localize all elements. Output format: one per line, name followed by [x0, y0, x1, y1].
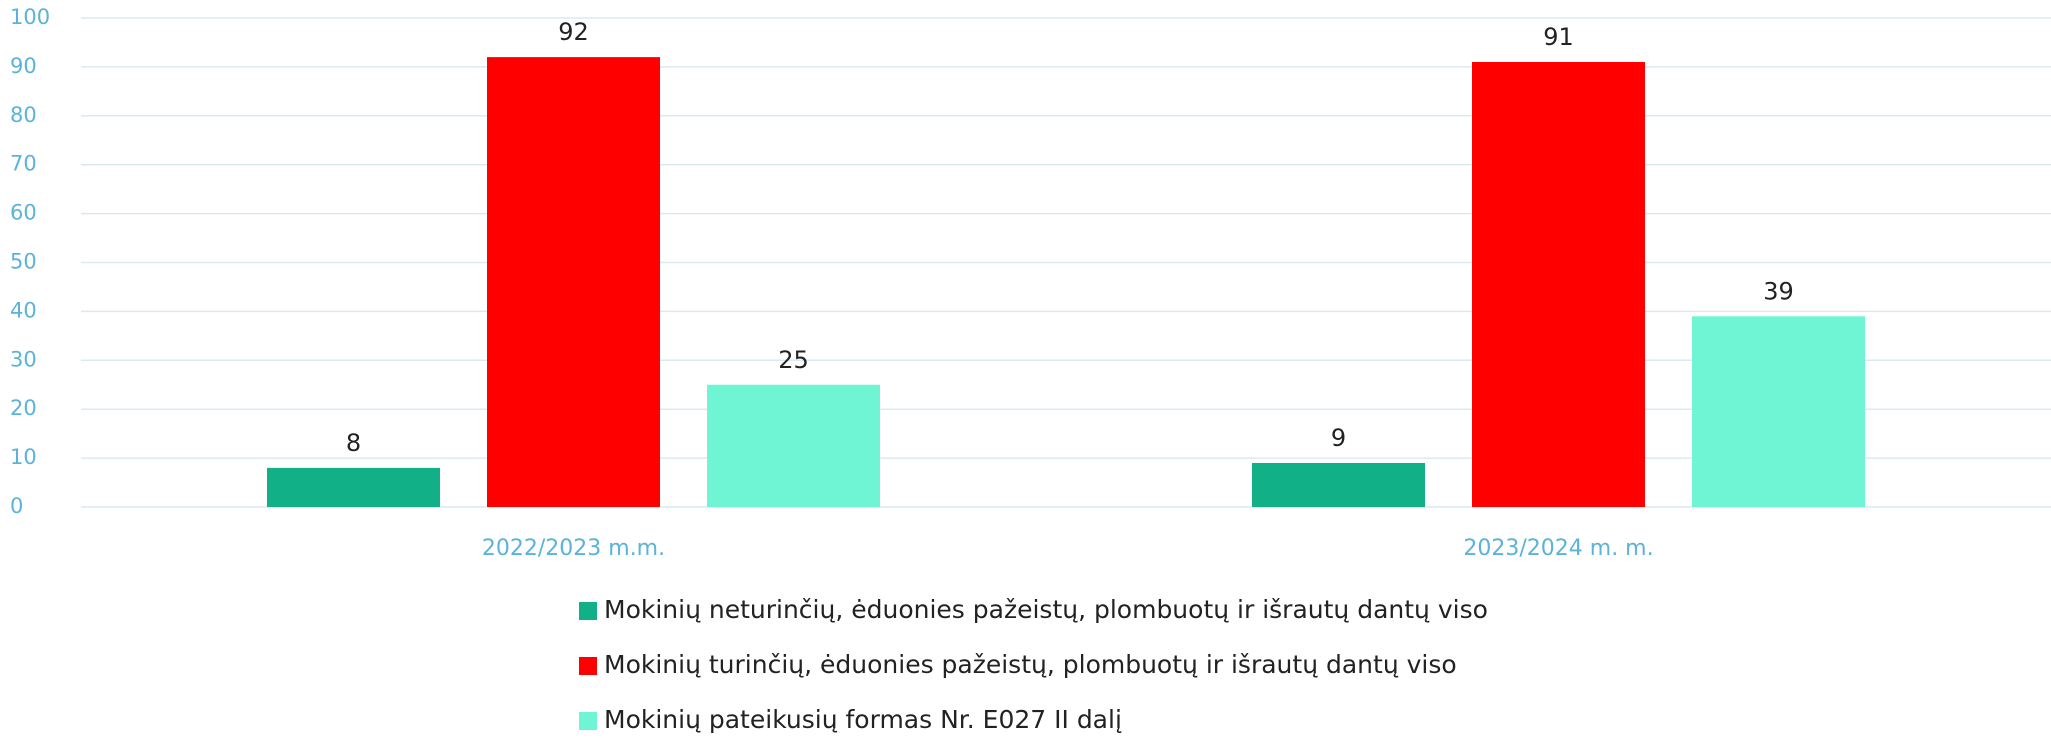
y-tick-label: 10	[10, 445, 37, 469]
bar	[707, 385, 880, 507]
y-tick-label: 20	[10, 396, 37, 420]
data-label: 39	[1763, 277, 1794, 305]
y-tick-label: 30	[10, 347, 37, 371]
bar	[1252, 463, 1425, 507]
y-tick-label: 100	[10, 5, 50, 29]
page: {"chart_data": {"type": "bar", "categori…	[0, 0, 2051, 738]
chart: 0 10 20 30 40 50 60 70 80 90 100 2022/2023 m.m. 8 92 2…	[0, 0, 2051, 738]
bar	[1692, 316, 1865, 507]
data-label: 91	[1543, 23, 1574, 51]
x-tick-label: 2022/2023 m.m.	[482, 536, 665, 561]
x-tick-label: 2023/2024 m. m.	[1463, 536, 1653, 561]
data-label: 25	[778, 346, 809, 374]
legend-swatch	[579, 712, 597, 730]
data-label: 8	[346, 429, 361, 457]
data-label: 92	[558, 18, 589, 46]
data-label: 9	[1331, 424, 1346, 452]
bar	[1472, 62, 1645, 507]
bar	[487, 57, 660, 507]
y-tick-label: 70	[10, 152, 37, 176]
legend-swatch	[579, 602, 597, 620]
y-tick-label: 0	[10, 494, 23, 518]
y-tick-label: 80	[10, 103, 37, 127]
legend-label: Mokinių neturinčių, ėduonies pažeistų, p…	[604, 595, 1488, 624]
y-tick-label: 50	[10, 250, 37, 274]
bar	[267, 468, 440, 507]
y-tick-label: 90	[10, 54, 37, 78]
legend-label: Mokinių pateikusių formas Nr. E027 II da…	[604, 705, 1122, 734]
y-tick-label: 60	[10, 201, 37, 225]
legend-label: Mokinių turinčių, ėduonies pažeistų, plo…	[604, 650, 1457, 679]
y-tick-label: 40	[10, 298, 37, 322]
legend-swatch	[579, 657, 597, 675]
